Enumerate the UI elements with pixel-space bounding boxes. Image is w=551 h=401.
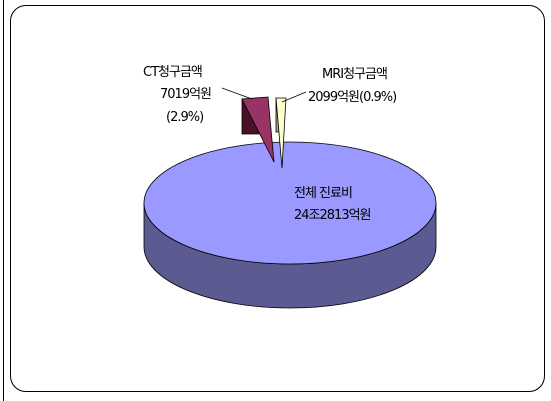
leader-line-ct (221, 87, 253, 100)
label-main-name: 전체 진료비 (294, 186, 352, 201)
leader-line-mri (281, 91, 307, 103)
label-main-value: 24조2813억원 (294, 208, 371, 223)
label-ct-percent: (2.9%) (166, 110, 203, 125)
slice-mri-top (275, 97, 287, 169)
slice-ct-top (241, 96, 275, 163)
label-mri-value: 2099억원(0.9%) (308, 90, 396, 105)
slice-main-top (143, 141, 437, 265)
label-ct-value: 7019억원 (160, 87, 211, 102)
label-ct-name: CT청구금액 (143, 65, 202, 80)
label-mri-name: MRI청구금액 (322, 67, 387, 82)
left-border-line (0, 0, 4, 401)
